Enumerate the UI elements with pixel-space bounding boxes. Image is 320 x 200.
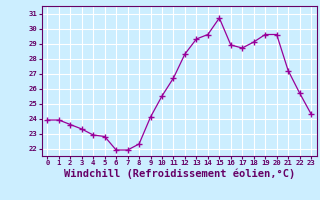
X-axis label: Windchill (Refroidissement éolien,°C): Windchill (Refroidissement éolien,°C) [64,169,295,179]
